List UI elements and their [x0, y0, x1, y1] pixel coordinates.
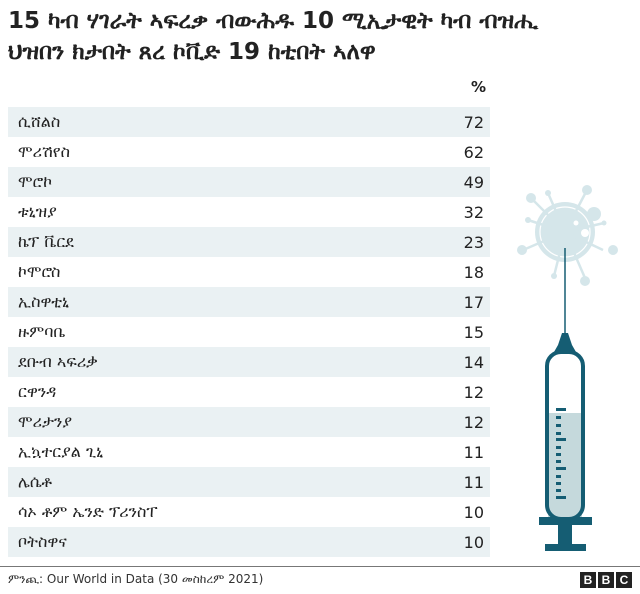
- country-name: ሞሪታንያ: [18, 412, 73, 431]
- country-name: ቦትስዋና: [18, 532, 67, 551]
- percent-value: 11: [463, 442, 484, 462]
- percent-value: 14: [463, 352, 484, 372]
- table-row: ሞሮኮ 49: [8, 167, 490, 197]
- table-row: ሞሪሽየስ 62: [8, 137, 490, 167]
- table-row: ሞሪታንያ 12: [8, 407, 490, 437]
- country-name: ሞሪሽየስ: [18, 142, 70, 161]
- bbc-logo-letter: C: [616, 572, 632, 588]
- percent-value: 23: [463, 232, 484, 252]
- table-row: ቱኒዝያ 32: [8, 197, 490, 227]
- percent-value: 10: [463, 502, 484, 522]
- country-name: ሌሴቶ: [18, 472, 53, 491]
- footer-divider: [0, 566, 640, 567]
- bbc-logo-letter: B: [598, 572, 614, 588]
- table-row: ኮሞሮስ 18: [8, 257, 490, 287]
- percent-value: 32: [463, 202, 484, 222]
- table-row: ሌሴቶ 11: [8, 467, 490, 497]
- country-name: ኬፕ ቬርደ: [18, 232, 74, 251]
- table-row: ቦትስዋና 10: [8, 527, 490, 557]
- percent-value: 15: [463, 322, 484, 342]
- percent-value: 12: [463, 382, 484, 402]
- country-name: ደቡብ ኣፍሪቃ: [18, 352, 98, 371]
- table-row: ኢኳተርያል ጊኒ 11: [8, 437, 490, 467]
- percent-value: 10: [463, 532, 484, 552]
- source-note: ምንጪ: Our World in Data (30 መስከረም 2021): [8, 572, 264, 586]
- percent-value: 18: [463, 262, 484, 282]
- virus-icon: [517, 185, 618, 286]
- percent-value: 49: [463, 172, 484, 192]
- percent-value: 72: [463, 112, 484, 132]
- chart-title: 15 ካብ ሃገራት ኣፍረቃ ብውሕዱ 10 ሚኢታዊት ካብ ብዝሒ ህዝበ…: [8, 8, 538, 65]
- country-name: ሳኦ ቶም ኤንድ ፕሪንስፐ: [18, 502, 158, 521]
- data-table: ሲሸልስ 72 ሞሪሽየስ 62 ሞሮኮ 49 ቱኒዝያ 32 ኬፕ ቬርደ 23 ኮሞሮስ 18 ኢስ…: [8, 107, 490, 557]
- syringe-virus-illustration: [517, 185, 618, 551]
- country-name: ኢኳተርያል ጊኒ: [18, 442, 104, 461]
- country-name: ቱኒዝያ: [18, 202, 57, 221]
- table-row: ሳኦ ቶም ኤንድ ፕሪንስፐ 10: [8, 497, 490, 527]
- percent-value: 17: [463, 292, 484, 312]
- bbc-logo-letter: B: [580, 572, 596, 588]
- table-row: ኢስዋቲኒ 17: [8, 287, 490, 317]
- table-row: ርዋንዳ 12: [8, 377, 490, 407]
- country-name: ኢስዋቲኒ: [18, 292, 69, 311]
- syringe-icon: [539, 248, 592, 551]
- country-name: ሞሮኮ: [18, 172, 53, 191]
- country-name: ዙምባቤ: [18, 322, 66, 341]
- table-row: ኬፕ ቬርደ 23: [8, 227, 490, 257]
- country-name: ኮሞሮስ: [18, 262, 61, 281]
- percent-value: 11: [463, 472, 484, 492]
- percent-value: 12: [463, 412, 484, 432]
- percent-value: 62: [463, 142, 484, 162]
- table-row: ደቡብ ኣፍሪቃ 14: [8, 347, 490, 377]
- country-name: ሲሸልስ: [18, 112, 61, 131]
- table-row: ዙምባቤ 15: [8, 317, 490, 347]
- country-name: ርዋንዳ: [18, 382, 57, 401]
- bbc-logo: B B C: [580, 572, 632, 588]
- column-header-percent: %: [470, 78, 486, 96]
- table-row: ሲሸልስ 72: [8, 107, 490, 137]
